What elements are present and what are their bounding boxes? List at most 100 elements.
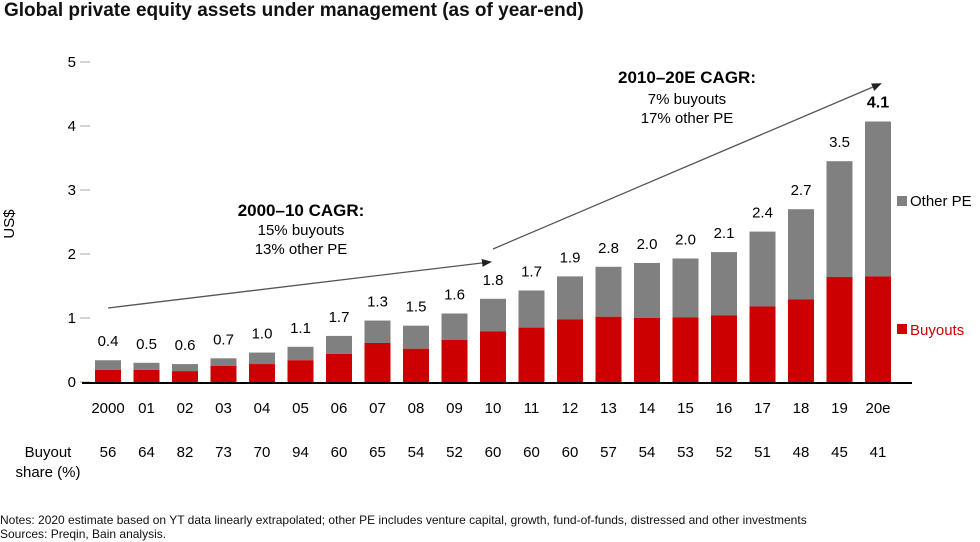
bar-segment-other-pe bbox=[518, 290, 545, 328]
bar-total-label: 4.1 bbox=[867, 95, 889, 112]
bar-segment-other-pe bbox=[749, 231, 776, 307]
bar-segment-buyouts bbox=[788, 299, 814, 382]
buyout-share-value: 45 bbox=[831, 444, 848, 461]
bar-segment-buyouts bbox=[364, 342, 391, 382]
bar-segment-other-pe bbox=[788, 209, 814, 300]
bar-segment-buyouts bbox=[287, 360, 314, 382]
bar-total-label: 0.5 bbox=[136, 336, 157, 353]
x-tick-label: 02 bbox=[177, 400, 194, 417]
bar-segment-other-pe bbox=[672, 258, 699, 318]
bar-segment-buyouts bbox=[595, 316, 622, 382]
buyout-share-value: 82 bbox=[177, 444, 194, 461]
bar-total-label: 0.4 bbox=[98, 333, 119, 350]
bar-total-label: 1.6 bbox=[444, 287, 465, 304]
y-tick-label: 3 bbox=[68, 182, 76, 199]
bar-total-label: 1.7 bbox=[329, 309, 350, 326]
x-tick-label: 18 bbox=[793, 400, 810, 417]
x-tick-label: 16 bbox=[716, 400, 733, 417]
bar-segment-other-pe bbox=[133, 362, 160, 370]
y-tick-label: 0 bbox=[68, 374, 76, 391]
x-tick-label: 15 bbox=[677, 400, 694, 417]
bar-segment-buyouts bbox=[441, 339, 468, 382]
y-tick-labels: 0 1 2 3 4 5 bbox=[68, 54, 76, 391]
legend-label-buyouts: Buyouts bbox=[910, 322, 964, 339]
bar-segment-buyouts bbox=[557, 319, 583, 382]
bar-segment-other-pe bbox=[249, 352, 275, 365]
buyout-share-label-line1: Buyout bbox=[25, 444, 73, 461]
legend-swatch-buyouts bbox=[897, 324, 907, 334]
x-tick-label: 13 bbox=[600, 400, 617, 417]
bar-total-label: 1.9 bbox=[560, 249, 581, 266]
bar-segment-other-pe bbox=[172, 364, 198, 372]
buyout-share-values: 56 64 82 73 70 94 60 65 54 52 60 60 60 57 54 53 52 51 48 45… bbox=[100, 444, 887, 461]
cagr-line-buyouts-2010-2020: 7% buyouts bbox=[648, 91, 726, 108]
y-tick-label: 1 bbox=[68, 310, 76, 327]
cagr-line-other-2000-2010: 13% other PE bbox=[255, 241, 348, 258]
bar-segment-other-pe bbox=[326, 335, 352, 354]
bar-segment-other-pe bbox=[480, 298, 506, 332]
legend: Other PE Buyouts bbox=[897, 193, 972, 339]
bar-total-label: 2.0 bbox=[637, 236, 658, 253]
bar-segment-other-pe bbox=[403, 325, 429, 349]
trend-arrow-2000-2010 bbox=[107, 258, 492, 309]
bar-segment-buyouts bbox=[672, 317, 699, 382]
bar-segment-buyouts bbox=[634, 318, 660, 382]
buyout-share-value: 70 bbox=[254, 444, 271, 461]
x-tick-labels: 2000 01 02 03 04 05 06 07 08 09 10 11 12 13 14 15 16 17 18… bbox=[91, 400, 890, 417]
bar-total-label: 1.0 bbox=[252, 326, 273, 343]
bar-total-label: 2.4 bbox=[752, 205, 773, 222]
bar-segment-other-pe bbox=[95, 360, 121, 370]
buyout-share-value: 52 bbox=[446, 444, 463, 461]
buyout-share-value: 64 bbox=[138, 444, 155, 461]
x-tick-label: 03 bbox=[215, 400, 232, 417]
x-tick-label: 17 bbox=[754, 400, 771, 417]
x-tick-label: 11 bbox=[524, 400, 540, 417]
y-tick-label: 5 bbox=[68, 54, 76, 71]
bar-total-label: 1.7 bbox=[521, 263, 542, 280]
bar-segment-other-pe bbox=[557, 276, 583, 320]
bar-segment-buyouts bbox=[210, 366, 237, 382]
x-tick-label: 09 bbox=[446, 400, 463, 417]
cagr-annotation-2000-2010: 2000–10 CAGR: 15% buyouts 13% other PE bbox=[238, 201, 365, 258]
buyout-share-value: 54 bbox=[639, 444, 656, 461]
bar-segment-buyouts bbox=[326, 353, 352, 382]
bar-total-label: 1.5 bbox=[406, 299, 427, 316]
buyout-share-value: 41 bbox=[870, 444, 887, 461]
chart-title: Global private equity assets under manag… bbox=[4, 0, 584, 21]
bar-segment-buyouts bbox=[403, 348, 429, 382]
x-tick-label: 01 bbox=[138, 400, 155, 417]
y-axis-label: US$ bbox=[1, 209, 18, 239]
buyout-share-value: 73 bbox=[215, 444, 232, 461]
cagr-line-other-2010-2020: 17% other PE bbox=[641, 110, 734, 127]
buyout-share-value: 94 bbox=[292, 444, 309, 461]
buyout-share-row-label: Buyout share (%) bbox=[15, 444, 80, 481]
bar-segment-buyouts bbox=[95, 369, 121, 382]
sources-line: Sources: Preqin, Bain analysis. bbox=[0, 527, 167, 541]
buyout-share-value: 56 bbox=[100, 444, 117, 461]
bar-segment-buyouts bbox=[172, 371, 198, 382]
legend-label-other-pe: Other PE bbox=[910, 193, 972, 210]
bar-segment-buyouts bbox=[749, 306, 776, 382]
cagr-title-2010-2020: 2010–20E CAGR: bbox=[618, 68, 756, 87]
trend-arrow-2010-2020 bbox=[492, 83, 882, 250]
bar-total-labels: 0.4 0.5 0.6 0.7 1.0 1.1 1.7 1.3 1.5 1.6 1.8 1.7 1.9 2… bbox=[98, 95, 890, 355]
x-tick-label: 20e bbox=[865, 400, 890, 417]
buyout-share-value: 60 bbox=[331, 444, 348, 461]
bar-total-label: 2.1 bbox=[714, 225, 735, 242]
bar-segment-other-pe bbox=[865, 121, 891, 277]
x-tick-label: 05 bbox=[292, 400, 309, 417]
buyout-share-value: 48 bbox=[793, 444, 810, 461]
bar-segment-other-pe bbox=[210, 358, 237, 366]
x-tick-label: 19 bbox=[831, 400, 848, 417]
cagr-title-2000-2010: 2000–10 CAGR: bbox=[238, 201, 365, 220]
bar-total-label: 2.0 bbox=[675, 231, 696, 248]
x-tick-label: 07 bbox=[369, 400, 386, 417]
buyout-share-value: 54 bbox=[408, 444, 425, 461]
buyout-share-value: 57 bbox=[600, 444, 617, 461]
buyout-share-value: 65 bbox=[369, 444, 386, 461]
bar-segment-buyouts bbox=[518, 327, 545, 382]
x-tick-label: 2000 bbox=[91, 400, 124, 417]
y-tick-label: 2 bbox=[68, 246, 76, 263]
x-tick-label: 04 bbox=[254, 400, 271, 417]
